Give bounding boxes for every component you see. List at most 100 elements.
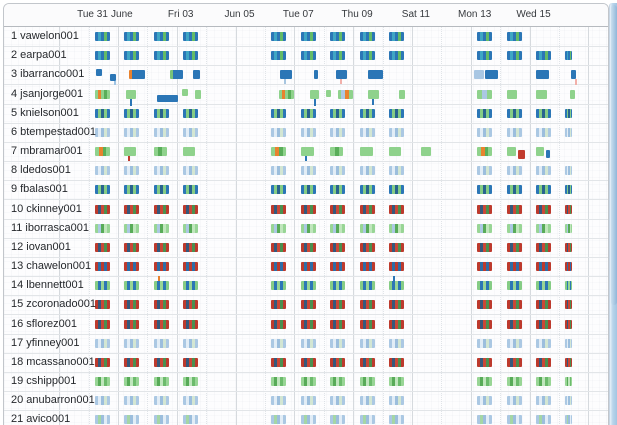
activity-mark[interactable]	[536, 51, 551, 61]
activity-mark[interactable]	[124, 204, 140, 214]
activity-mark[interactable]	[96, 69, 103, 77]
activity-mark[interactable]	[300, 377, 316, 387]
activity-mark[interactable]	[565, 396, 573, 406]
activity-mark[interactable]	[536, 396, 551, 406]
activity-mark[interactable]	[300, 147, 314, 162]
activity-mark[interactable]	[183, 281, 199, 291]
activity-mark[interactable]	[95, 415, 110, 425]
activity-mark[interactable]	[565, 204, 573, 214]
user-row-label[interactable]: 17 yfinney001	[11, 334, 82, 353]
activity-mark[interactable]	[571, 70, 578, 86]
activity-mark[interactable]	[506, 166, 522, 176]
activity-mark[interactable]	[506, 51, 522, 61]
activity-mark[interactable]	[565, 108, 573, 118]
activity-mark[interactable]	[389, 51, 404, 61]
activity-mark[interactable]	[389, 357, 404, 367]
activity-mark[interactable]	[95, 204, 110, 214]
activity-mark[interactable]	[95, 32, 110, 42]
activity-mark[interactable]	[389, 415, 404, 425]
activity-mark[interactable]	[477, 262, 493, 272]
activity-mark[interactable]	[95, 185, 110, 195]
activity-mark[interactable]	[125, 89, 136, 106]
activity-mark[interactable]	[359, 281, 375, 291]
activity-mark[interactable]	[368, 89, 380, 105]
activity-mark[interactable]	[506, 262, 522, 272]
activity-mark[interactable]	[359, 51, 375, 61]
activity-mark[interactable]	[565, 262, 573, 272]
activity-mark[interactable]	[194, 89, 201, 99]
activity-mark[interactable]	[124, 51, 140, 61]
activity-mark[interactable]	[183, 242, 199, 252]
activity-mark[interactable]	[153, 357, 169, 367]
activity-mark[interactable]	[359, 338, 375, 348]
activity-mark[interactable]	[536, 357, 551, 367]
scrollbar-thumb[interactable]	[611, 5, 617, 305]
activity-mark[interactable]	[271, 204, 287, 214]
activity-mark[interactable]	[330, 396, 346, 406]
activity-mark[interactable]	[300, 357, 316, 367]
activity-mark[interactable]	[183, 204, 199, 214]
activity-mark[interactable]	[183, 396, 199, 406]
activity-mark[interactable]	[359, 300, 375, 310]
user-row-label[interactable]: 10 ckinney001	[11, 200, 85, 219]
activity-mark[interactable]	[280, 70, 293, 85]
activity-mark[interactable]	[153, 300, 169, 310]
activity-mark[interactable]	[183, 108, 199, 118]
activity-mark[interactable]	[271, 108, 287, 118]
activity-mark[interactable]	[300, 127, 316, 137]
activity-mark[interactable]	[330, 415, 346, 425]
activity-mark[interactable]	[506, 281, 522, 291]
activity-mark[interactable]	[477, 319, 493, 329]
activity-mark[interactable]	[536, 300, 551, 310]
activity-mark[interactable]	[359, 166, 375, 176]
activity-mark[interactable]	[565, 281, 573, 291]
activity-mark[interactable]	[565, 51, 573, 61]
activity-mark[interactable]	[271, 166, 287, 176]
activity-mark[interactable]	[518, 150, 526, 160]
activity-mark[interactable]	[477, 338, 493, 348]
activity-mark[interactable]	[124, 319, 140, 329]
activity-mark[interactable]	[506, 357, 522, 367]
activity-mark[interactable]	[124, 396, 140, 406]
activity-mark[interactable]	[506, 89, 517, 99]
activity-mark[interactable]	[271, 32, 287, 42]
activity-mark[interactable]	[477, 377, 493, 387]
activity-mark[interactable]	[183, 377, 199, 387]
activity-mark[interactable]	[300, 185, 316, 195]
user-row-label[interactable]: 21 avico001	[11, 410, 73, 425]
activity-mark[interactable]	[124, 185, 140, 195]
activity-mark[interactable]	[477, 108, 493, 118]
activity-mark[interactable]	[477, 185, 493, 195]
activity-mark[interactable]	[300, 396, 316, 406]
activity-mark[interactable]	[359, 223, 375, 233]
activity-mark[interactable]	[183, 32, 199, 42]
user-row-label[interactable]: 8 ldedos001	[11, 161, 74, 180]
activity-mark[interactable]	[271, 127, 287, 137]
activity-mark[interactable]	[506, 300, 522, 310]
activity-mark[interactable]	[271, 185, 287, 195]
activity-mark[interactable]	[506, 127, 522, 137]
activity-mark[interactable]	[477, 89, 493, 99]
activity-mark[interactable]	[300, 204, 316, 214]
activity-mark[interactable]	[124, 127, 140, 137]
activity-mark[interactable]	[330, 319, 346, 329]
activity-mark[interactable]	[153, 223, 169, 233]
activity-mark[interactable]	[506, 377, 522, 387]
activity-mark[interactable]	[506, 396, 522, 406]
user-row-label[interactable]: 14 lbennett001	[11, 276, 87, 295]
activity-mark[interactable]	[536, 223, 551, 233]
activity-mark[interactable]	[336, 70, 348, 85]
activity-mark[interactable]	[95, 357, 110, 367]
user-row-label[interactable]: 4 jsanjorge001	[11, 85, 86, 104]
activity-mark[interactable]	[536, 204, 551, 214]
activity-mark[interactable]	[300, 338, 316, 348]
activity-mark[interactable]	[95, 242, 110, 252]
activity-mark[interactable]	[183, 357, 199, 367]
activity-mark[interactable]	[95, 377, 110, 387]
activity-mark[interactable]	[565, 223, 573, 233]
activity-mark[interactable]	[330, 204, 346, 214]
activity-mark[interactable]	[337, 89, 353, 99]
activity-mark[interactable]	[477, 204, 493, 214]
activity-mark[interactable]	[565, 415, 573, 425]
activity-mark[interactable]	[124, 415, 140, 425]
